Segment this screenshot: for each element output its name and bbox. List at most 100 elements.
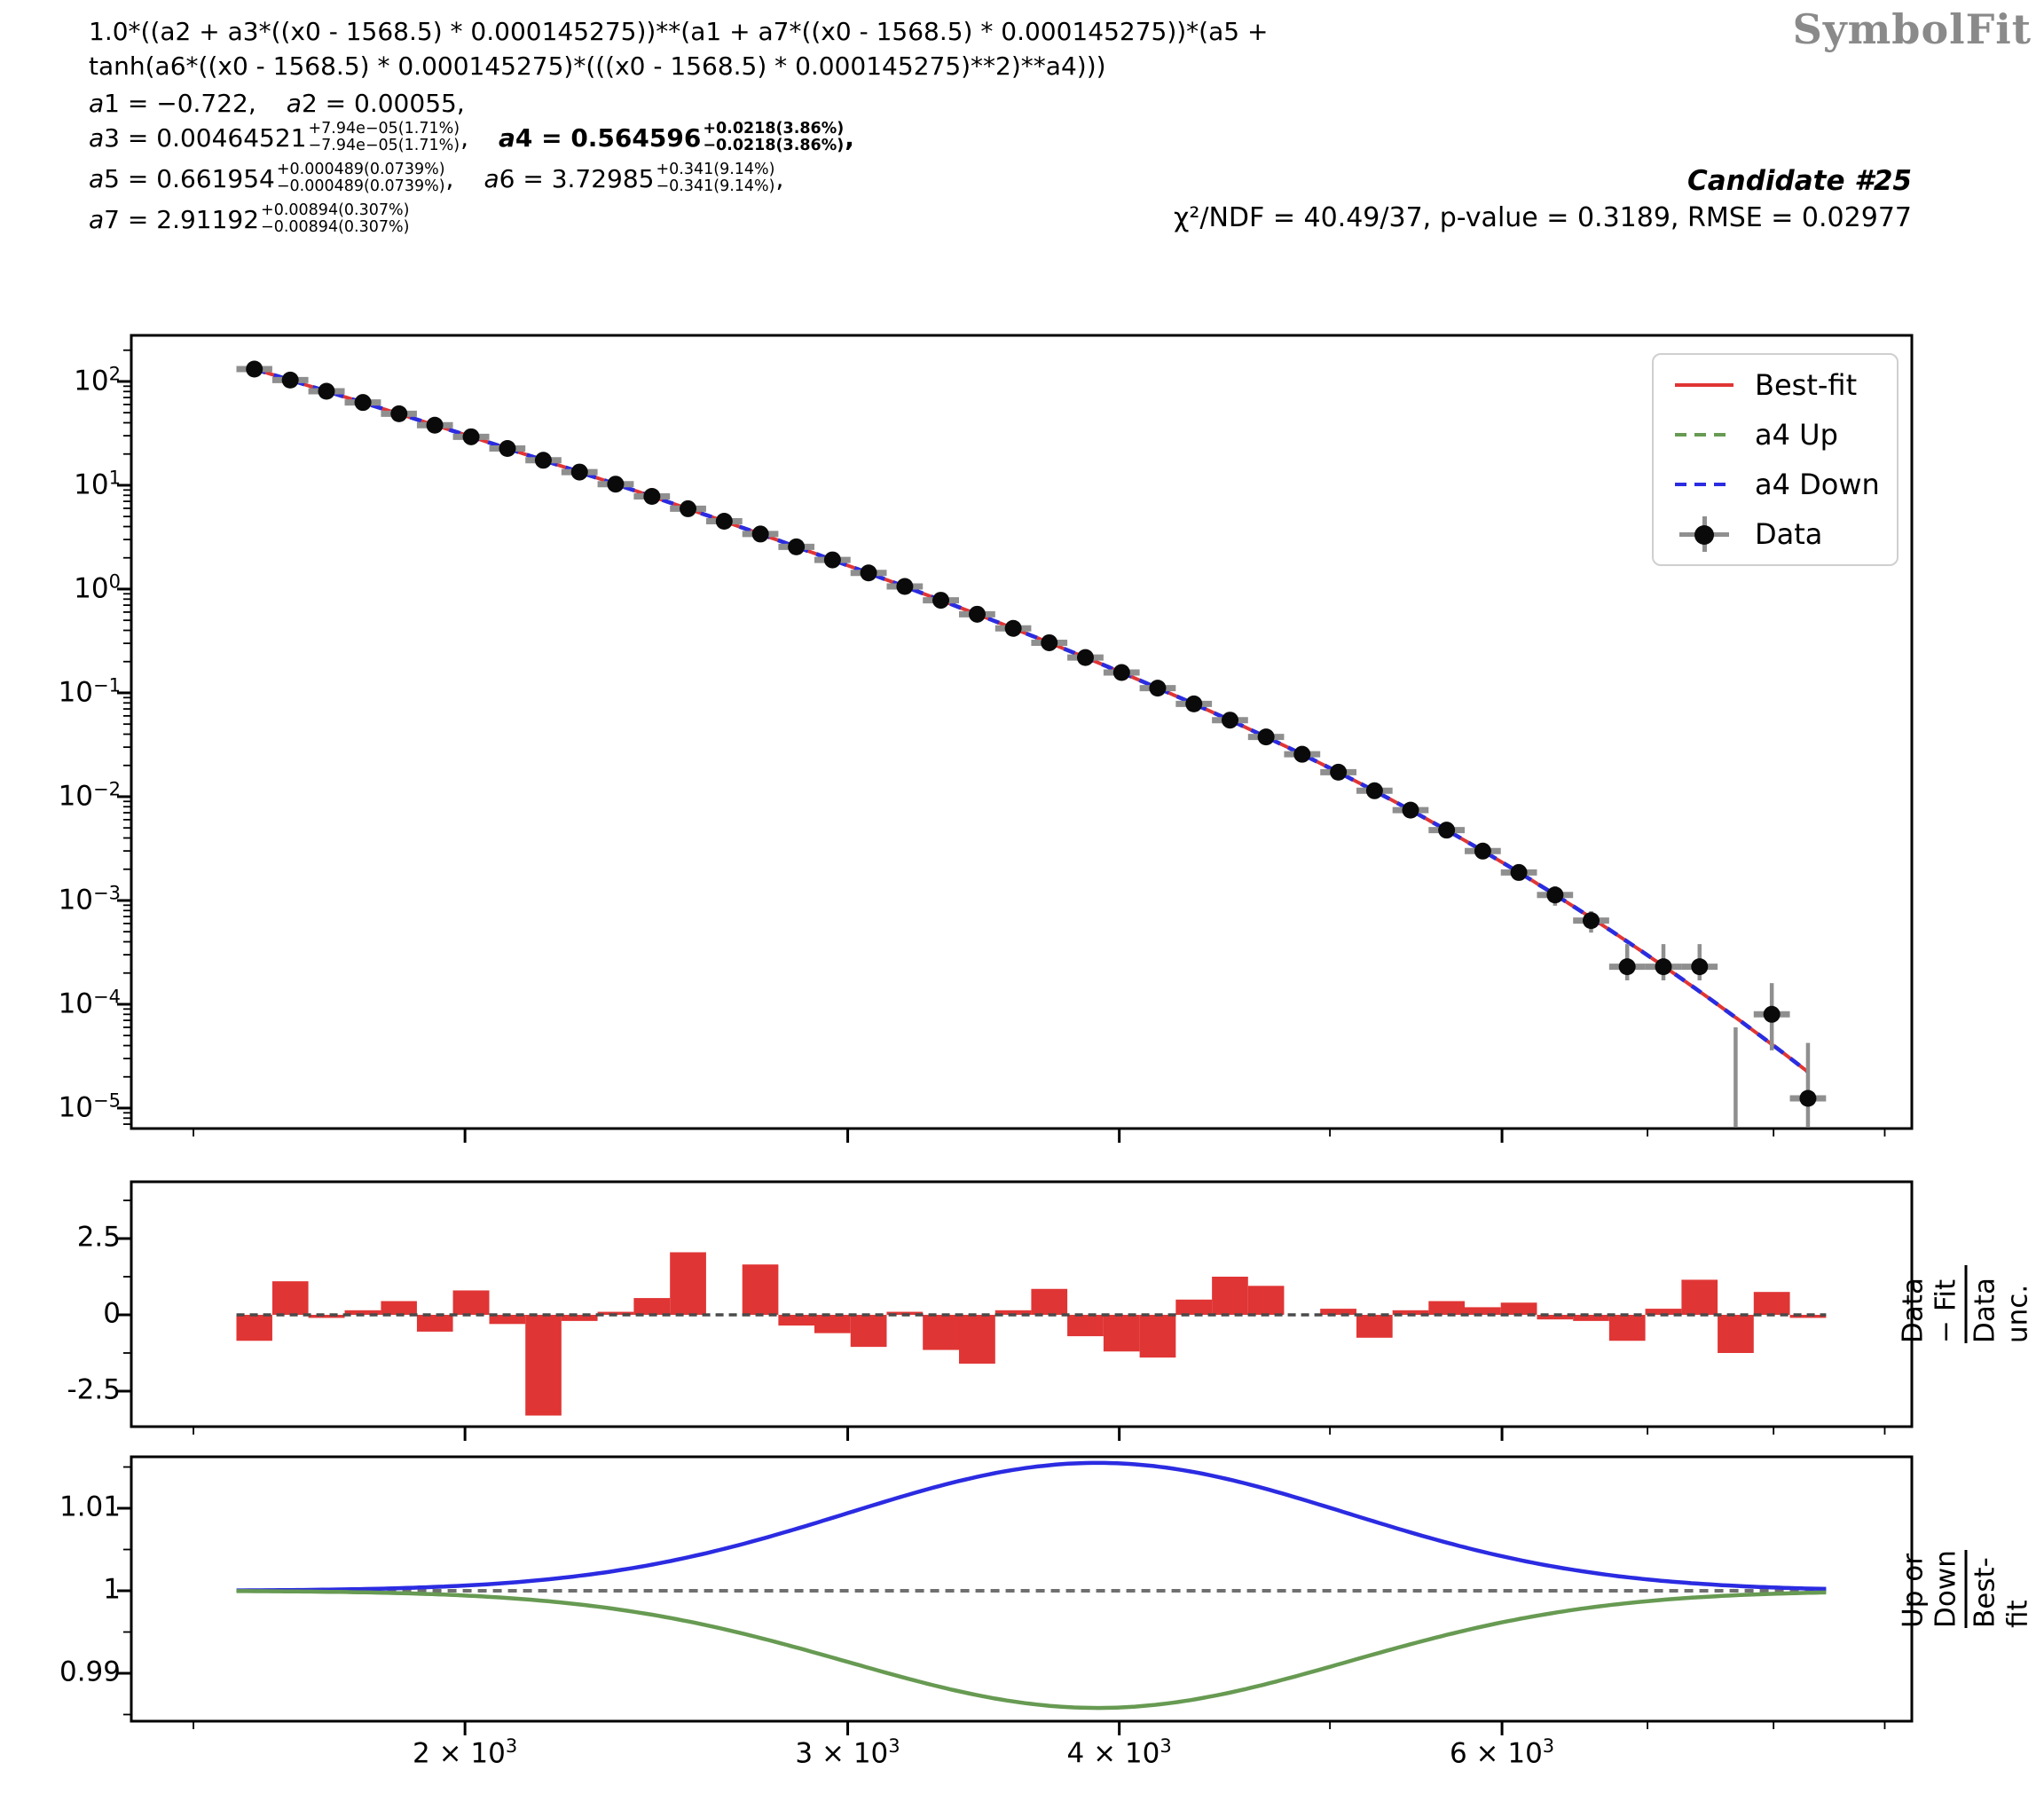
data-point <box>354 394 372 412</box>
data-point <box>1583 912 1600 930</box>
parameter-row: a1 = −0.722, a2 = 0.00055, <box>89 89 495 118</box>
residual-axis-label-numerator: Data − Fit <box>1897 1277 1962 1343</box>
data-point <box>860 564 877 582</box>
param-a6-uncertainty: +0.341(9.14%) −0.341(9.14%) <box>656 161 775 195</box>
data-point <box>788 538 806 555</box>
y-tick-label-main: 10−2 <box>58 778 121 813</box>
param-a3: a3 = 0.00464521 +7.94e−05(1.71%) −7.94e−05… <box>89 120 468 154</box>
residual-bar <box>525 1315 562 1416</box>
residual-bar <box>1356 1315 1393 1338</box>
data-point <box>1438 822 1456 839</box>
legend-data-marker-icon <box>1673 516 1735 552</box>
residual-bar <box>1392 1310 1429 1315</box>
data-point <box>607 476 625 493</box>
residual-bar <box>1645 1309 1682 1315</box>
residual-bar <box>236 1315 272 1341</box>
residual-bar <box>416 1315 453 1332</box>
param-a5-uncertainty: +0.000489(0.0739%) −0.000489(0.0739%) <box>276 161 445 195</box>
legend: Best-fit a4 Up a4 Down Data <box>1652 353 1899 566</box>
best-fit-curve <box>254 367 1810 1074</box>
residual-bar <box>958 1315 995 1365</box>
y-tick-label-main: 10−1 <box>58 674 121 709</box>
param-a2: a2 = 0.00055, <box>286 89 465 118</box>
data-point <box>823 551 841 569</box>
y-tick-label-main: 100 <box>74 570 121 605</box>
residual-bar <box>1753 1292 1790 1315</box>
param-a4-uncertainty: +0.0218(3.86%) −0.0218(3.86%) <box>703 120 845 154</box>
data-point <box>281 371 299 389</box>
param-a1: a1 = −0.722, <box>89 89 256 118</box>
residual-bar <box>1067 1315 1104 1337</box>
residual-bar <box>1608 1315 1646 1341</box>
data-point <box>1112 664 1130 681</box>
ratio-down-curve <box>236 1589 1827 1711</box>
data-point <box>1618 958 1636 976</box>
parameter-row: a7 = 2.91192 +0.00894(0.307%) −0.00894(0.3… <box>89 201 440 238</box>
data-point <box>1691 958 1709 976</box>
x-tick-label: 2 × 103 <box>413 1735 518 1770</box>
data-point <box>715 513 733 531</box>
residual-bar <box>1428 1301 1466 1315</box>
a4-down-curve <box>254 366 1810 1074</box>
residual-bar <box>1718 1315 1754 1353</box>
residual-bar <box>670 1252 706 1315</box>
residual-bar <box>271 1281 309 1315</box>
parameter-row: a3 = 0.00464521 +7.94e−05(1.71%) −7.94e−05… <box>89 120 884 156</box>
data-point <box>751 525 769 543</box>
ratio-axis-label: Up or Down Best-fit <box>1898 1550 2035 1628</box>
legend-label: Best-fit <box>1755 368 1858 402</box>
legend-item: a4 Up <box>1654 412 1897 458</box>
residual-axis-label: Data − Fit Data unc. <box>1898 1265 2035 1343</box>
legend-label: a4 Up <box>1755 418 1838 452</box>
data-point <box>968 605 986 623</box>
y-tick-label-main: 10−3 <box>58 882 121 916</box>
x-tick-label: 4 × 103 <box>1066 1735 1172 1770</box>
y-tick-label-residual: 2.5 <box>76 1221 121 1254</box>
residual-bar <box>308 1315 345 1318</box>
legend-label: a4 Down <box>1755 468 1880 501</box>
residual-bar <box>1573 1315 1609 1321</box>
a4-up-curve <box>254 366 1810 1074</box>
residual-bar <box>1537 1315 1574 1320</box>
y-tick-label-residual: 0 <box>103 1297 121 1330</box>
residual-bar <box>381 1301 417 1315</box>
legend-item: a4 Down <box>1654 461 1897 507</box>
legend-item: Best-fit <box>1654 362 1897 408</box>
data-point <box>932 592 950 610</box>
y-tick-label-main: 101 <box>74 467 121 501</box>
residual-axis-label-fraction-bar <box>1964 1265 1968 1343</box>
x-tick-label: 3 × 103 <box>795 1735 900 1770</box>
data-point <box>1546 886 1564 904</box>
legend-dashed-line-icon <box>1673 417 1735 452</box>
ratio-panel-frame <box>130 1455 1914 1723</box>
ratio-axis-label-fraction-bar <box>1964 1550 1968 1628</box>
data-point <box>246 360 263 378</box>
residual-bar <box>742 1264 779 1315</box>
candidate-label: Candidate #25 <box>1686 165 1912 197</box>
legend-label: Data <box>1755 517 1823 551</box>
param-a3-uncertainty: +7.94e−05(1.71%) −7.94e−05(1.71%) <box>308 120 460 154</box>
residual-bar <box>561 1315 598 1321</box>
residual-bar <box>1212 1277 1248 1315</box>
residual-bar <box>1139 1315 1176 1358</box>
data-point <box>1402 801 1419 819</box>
data-point <box>643 488 661 506</box>
main-plot-frame <box>130 334 1914 1130</box>
residual-bar <box>778 1315 815 1326</box>
y-tick-label-ratio: 1 <box>103 1573 121 1606</box>
residual-bar <box>814 1315 851 1333</box>
parameter-row: a5 = 0.661954 +0.000489(0.0739%) −0.000489… <box>89 161 814 197</box>
residual-bar <box>850 1315 887 1348</box>
residual-axis-label-denominator: Data unc. <box>1969 1277 2034 1343</box>
data-point <box>1257 728 1275 746</box>
residual-bar <box>344 1310 381 1315</box>
residual-bar <box>1681 1279 1718 1315</box>
data-point <box>680 499 697 517</box>
y-tick-label-ratio: 0.99 <box>59 1656 121 1688</box>
param-a7: a7 = 2.91192 +0.00894(0.307%) −0.00894(0.3… <box>89 201 410 236</box>
residual-panel-frame <box>130 1180 1914 1428</box>
y-tick-label-main: 10−5 <box>58 1089 121 1124</box>
residual-bar <box>1031 1288 1068 1315</box>
param-a7-uncertainty: +0.00894(0.307%) −0.00894(0.307%) <box>261 201 410 236</box>
